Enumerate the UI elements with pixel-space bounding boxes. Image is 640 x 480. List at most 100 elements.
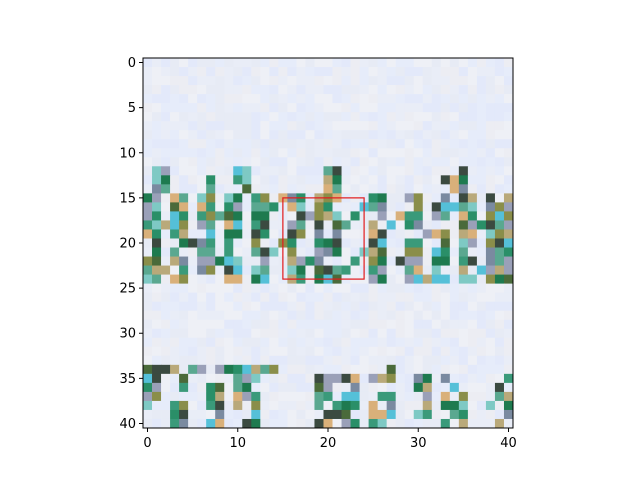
heatmap-cell <box>287 256 297 266</box>
heatmap-cell <box>449 193 460 203</box>
heatmap-cell <box>440 355 451 366</box>
heatmap-cell <box>395 202 406 212</box>
heatmap-cell <box>431 220 442 230</box>
heatmap-cell <box>314 202 324 212</box>
heatmap-cell <box>404 328 415 339</box>
heatmap-cell <box>476 418 487 429</box>
heatmap-cell <box>440 130 451 140</box>
heatmap-cell <box>485 148 496 158</box>
heatmap-cell <box>494 76 505 86</box>
heatmap-cell <box>206 409 216 420</box>
heatmap-cell <box>260 337 270 348</box>
heatmap-cell <box>494 193 505 203</box>
heatmap-cell <box>350 67 360 77</box>
heatmap-cell <box>197 67 207 77</box>
heatmap-cell <box>494 418 505 429</box>
heatmap-cell <box>413 175 424 185</box>
heatmap-cell <box>476 220 487 230</box>
heatmap-cell <box>233 148 243 158</box>
heatmap-cell <box>368 184 379 194</box>
heatmap-cell <box>377 130 388 140</box>
heatmap-cell <box>296 319 306 330</box>
heatmap-cell <box>404 337 415 348</box>
heatmap-cell <box>458 247 469 257</box>
heatmap-cell <box>296 148 306 158</box>
heatmap-cell <box>485 103 496 113</box>
heatmap-cell <box>359 391 370 402</box>
heatmap-cell <box>440 184 451 194</box>
heatmap-cell <box>332 391 342 402</box>
heatmap-cell <box>494 400 505 411</box>
heatmap-cell <box>422 112 433 122</box>
heatmap-cell <box>413 319 424 330</box>
heatmap-cell <box>287 337 297 348</box>
heatmap-cell <box>233 409 243 420</box>
heatmap-cell <box>395 274 406 285</box>
heatmap-cell <box>368 373 379 384</box>
heatmap-cell <box>323 166 333 176</box>
heatmap-cell <box>269 337 279 348</box>
heatmap-cell <box>377 202 388 212</box>
heatmap-cell <box>440 121 451 131</box>
y-tick-label: 20 <box>119 237 136 252</box>
heatmap-cell <box>359 139 370 149</box>
heatmap-cell <box>494 202 505 212</box>
heatmap-cell <box>467 274 478 285</box>
heatmap-cell <box>314 328 324 339</box>
heatmap-cell <box>251 193 261 203</box>
heatmap-cell <box>233 256 243 266</box>
heatmap-cell <box>467 256 478 266</box>
heatmap-cell <box>233 121 243 131</box>
heatmap-cell <box>260 121 270 131</box>
heatmap-cell <box>188 373 198 384</box>
heatmap-cell <box>377 103 388 113</box>
heatmap-cell <box>206 319 216 330</box>
heatmap-cell <box>215 346 225 357</box>
heatmap-cell <box>404 76 415 86</box>
heatmap-cell <box>296 418 306 429</box>
heatmap-cell <box>197 238 207 248</box>
heatmap-cell <box>152 220 162 230</box>
heatmap-cell <box>422 139 433 149</box>
heatmap-cell <box>251 418 261 429</box>
heatmap-cell <box>305 121 315 131</box>
heatmap-cell <box>332 373 342 384</box>
heatmap-cell <box>440 337 451 348</box>
heatmap-cell <box>323 337 333 348</box>
heatmap-cell <box>143 373 153 384</box>
heatmap-cell <box>224 130 234 140</box>
heatmap-cell <box>287 166 297 176</box>
heatmap-cell <box>431 166 442 176</box>
heatmap-cell <box>314 76 324 86</box>
heatmap-cell <box>386 148 397 158</box>
heatmap-cell <box>215 418 225 429</box>
heatmap-cell <box>305 247 315 257</box>
heatmap-cell <box>332 202 342 212</box>
heatmap-cell <box>467 292 478 303</box>
heatmap-cell <box>206 211 216 221</box>
heatmap-cell <box>494 256 505 266</box>
heatmap-cell <box>494 139 505 149</box>
heatmap-cell <box>395 193 406 203</box>
heatmap-cell <box>215 202 225 212</box>
heatmap-cell <box>359 166 370 176</box>
heatmap-cell <box>161 58 171 68</box>
heatmap-cell <box>278 319 288 330</box>
heatmap-cell <box>314 85 324 95</box>
heatmap-cell <box>206 184 216 194</box>
heatmap-cell <box>359 337 370 348</box>
heatmap-cell <box>278 418 288 429</box>
heatmap-cell <box>431 148 442 158</box>
heatmap-cell <box>224 346 234 357</box>
heatmap-cell <box>485 382 496 393</box>
heatmap-cell <box>359 292 370 303</box>
heatmap-cell <box>503 418 514 429</box>
heatmap-cell <box>269 85 279 95</box>
heatmap-cell <box>386 67 397 77</box>
heatmap-cell <box>395 346 406 357</box>
heatmap-cell <box>395 130 406 140</box>
heatmap-cell <box>332 130 342 140</box>
heatmap-cell <box>323 148 333 158</box>
heatmap-cell <box>449 364 460 375</box>
heatmap-cell <box>260 364 270 375</box>
